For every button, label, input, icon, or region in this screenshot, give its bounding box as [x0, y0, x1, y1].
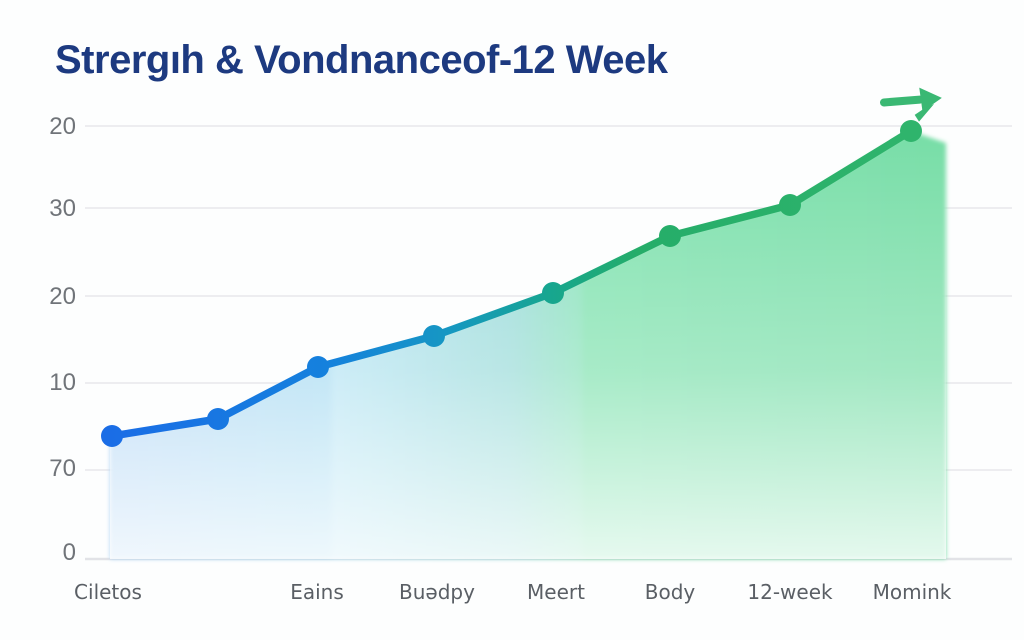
y-tick-label: 10	[49, 369, 76, 396]
trend-line	[108, 127, 915, 440]
x-tick-label: Buədpy	[399, 580, 475, 604]
data-point	[900, 120, 922, 142]
y-tick-label: 20	[49, 113, 76, 140]
y-tick-label: 30	[49, 195, 76, 222]
y-tick-label: 70	[49, 455, 76, 482]
y-tick-label: 20	[49, 283, 76, 310]
x-tick-label: Momink	[872, 580, 952, 604]
x-tick-label: Ciletos	[74, 580, 142, 604]
y-tick-label: 0	[62, 539, 76, 566]
data-point	[101, 425, 123, 447]
data-point	[207, 408, 229, 430]
x-tick-label: 12-week	[747, 580, 833, 604]
trend-right-arrow-icon	[876, 82, 948, 126]
data-point	[423, 325, 445, 347]
data-point	[307, 356, 329, 378]
data-point	[659, 225, 681, 247]
data-point	[779, 194, 801, 216]
data-point	[542, 282, 564, 304]
chart-title: Strergıh & Vondnanceof-12 Week	[55, 38, 668, 82]
x-tick-label: Meert	[527, 580, 585, 604]
area-fill-fade	[110, 131, 946, 559]
x-tick-label: Eains	[290, 580, 344, 604]
x-tick-label: Body	[644, 580, 696, 604]
